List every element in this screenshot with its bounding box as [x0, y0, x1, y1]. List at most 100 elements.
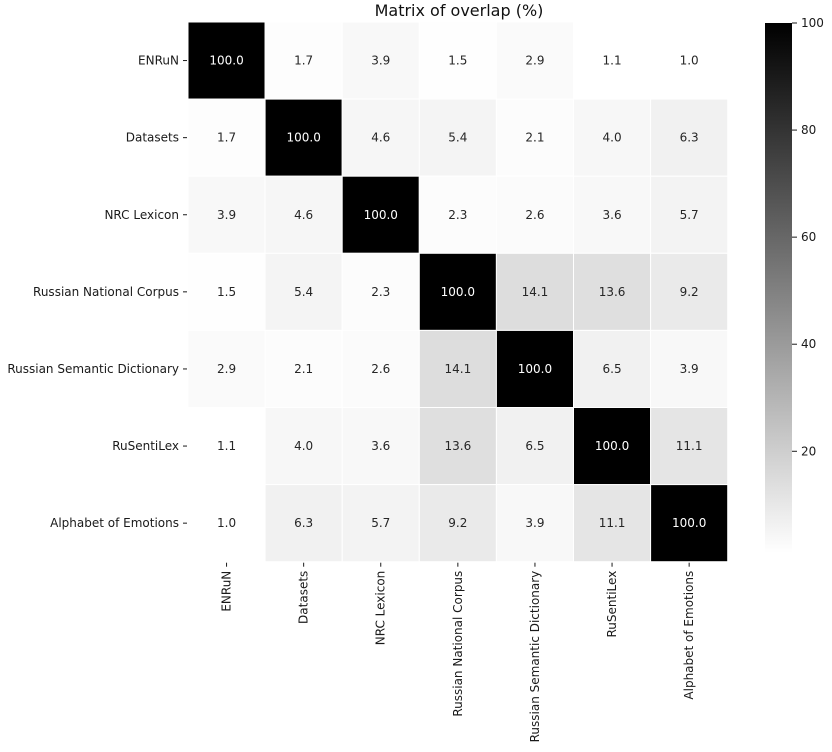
heatmap-cell [187, 21, 266, 100]
cell-value-label: 2.9 [525, 54, 544, 68]
cell-value-label: 9.2 [680, 285, 699, 299]
cell-value-label: 3.9 [371, 54, 390, 68]
cell-value-label: 5.7 [371, 516, 390, 530]
colorbar-tick-label: 80 [801, 123, 816, 137]
colorbar-ticks: 20 40 60 80 100 [792, 16, 824, 458]
cell-value-label: 1.5 [217, 285, 236, 299]
x-tick-label: RuSentiLex [605, 571, 619, 638]
cell-value-label: 9.2 [448, 516, 467, 530]
cell-value-label: 3.6 [371, 439, 390, 453]
x-tick-label: Alphabet of Emotions [682, 571, 696, 700]
cell-value-label: 14.1 [522, 285, 549, 299]
cell-value-label: 2.1 [525, 131, 544, 145]
y-tick-label: ENRuN [138, 54, 179, 68]
heatmap-cell [187, 329, 266, 408]
cell-value-label: 5.7 [680, 208, 699, 222]
y-tick-label: Russian Semantic Dictionary [7, 362, 179, 376]
cell-value-label: 100.0 [209, 54, 243, 68]
heatmap-cell [650, 329, 729, 408]
cell-value-label: 1.7 [294, 54, 313, 68]
cell-value-label: 5.4 [294, 285, 313, 299]
heatmap-cell [264, 252, 343, 331]
cell-value-label: 100.0 [364, 208, 398, 222]
cell-value-label: 2.6 [371, 362, 390, 376]
cell-value-label: 2.1 [294, 362, 313, 376]
colorbar-tick-label: 40 [801, 337, 816, 351]
cell-value-label: 14.1 [444, 362, 471, 376]
cell-value-label: 13.6 [444, 439, 471, 453]
cell-value-label: 3.9 [525, 516, 544, 530]
cell-value-label: 1.5 [448, 54, 467, 68]
y-tick-label: Alphabet of Emotions [50, 516, 179, 530]
heatmap-cell [650, 484, 729, 563]
heatmap-cell [418, 407, 497, 486]
colorbar-gradient [765, 23, 792, 553]
cell-value-label: 11.1 [599, 516, 626, 530]
x-tick-label: Datasets [297, 571, 311, 624]
x-axis-labels: ENRuN Datasets NRC Lexicon Russian National… [220, 562, 696, 742]
cell-value-label: 1.0 [217, 516, 236, 530]
heatmap-cell [573, 175, 652, 254]
heatmap-cell [264, 407, 343, 486]
heatmap-cell [341, 329, 420, 408]
heatmap-cell [264, 175, 343, 254]
y-tick-label: RuSentiLex [112, 439, 179, 453]
heatmap-cell [187, 252, 266, 331]
heatmap-cell [187, 484, 266, 563]
cell-value-label: 4.0 [603, 131, 622, 145]
heatmap-cell [573, 21, 652, 100]
x-tick-label: NRC Lexicon [374, 571, 388, 646]
x-tick-label: Russian National Corpus [451, 571, 465, 717]
cell-value-label: 2.9 [217, 362, 236, 376]
colorbar-tick-label: 20 [801, 444, 816, 458]
cell-value-label: 100.0 [518, 362, 552, 376]
heatmap-cell [495, 407, 574, 486]
cell-value-label: 5.4 [448, 131, 467, 145]
chart-title: Matrix of overlap (%) [375, 1, 544, 20]
cell-value-label: 2.6 [525, 208, 544, 222]
heatmap-cell [187, 98, 266, 177]
heatmap-cells: 100.0 1.7 3.9 1.5 2.9 1.1 1.0 1.7 100.0 4.6 5.4 2.1… [187, 21, 729, 563]
cell-value-label: 6.3 [294, 516, 313, 530]
heatmap-cell [341, 407, 420, 486]
colorbar-tick-label: 60 [801, 230, 816, 244]
cell-value-label: 1.1 [217, 439, 236, 453]
x-tick-label: ENRuN [220, 571, 234, 612]
heatmap-cell [650, 407, 729, 486]
cell-value-label: 2.3 [448, 208, 467, 222]
cell-value-label: 3.9 [680, 362, 699, 376]
heatmap-cell [418, 21, 497, 100]
heatmap-cell [341, 98, 420, 177]
cell-value-label: 13.6 [599, 285, 626, 299]
heatmap-cell [418, 484, 497, 563]
heatmap-cell [495, 175, 574, 254]
cell-value-label: 100.0 [672, 516, 706, 530]
heatmap-cell [573, 252, 652, 331]
cell-value-label: 6.5 [525, 439, 544, 453]
cell-value-label: 4.0 [294, 439, 313, 453]
cell-value-label: 6.5 [603, 362, 622, 376]
y-axis-labels: ENRuN Datasets NRC Lexicon Russian National… [7, 54, 187, 530]
cell-value-label: 1.0 [680, 54, 699, 68]
heatmap-cell [418, 252, 497, 331]
cell-value-label: 6.3 [680, 131, 699, 145]
heatmap-cell [573, 98, 652, 177]
heatmap-cell [495, 21, 574, 100]
y-tick-label: Russian National Corpus [33, 285, 179, 299]
heatmap-cell [264, 21, 343, 100]
cell-value-label: 100.0 [441, 285, 475, 299]
heatmap-cell [650, 98, 729, 177]
heatmap-cell [187, 407, 266, 486]
cell-value-label: 1.1 [603, 54, 622, 68]
heatmap-cell [573, 484, 652, 563]
y-tick-label: Datasets [126, 131, 179, 145]
heatmap-cell [650, 175, 729, 254]
cell-value-label: 4.6 [371, 131, 390, 145]
cell-value-label: 3.9 [217, 208, 236, 222]
colorbar-tick-label: 100 [801, 16, 824, 30]
heatmap-cell [495, 98, 574, 177]
cell-value-label: 3.6 [603, 208, 622, 222]
cell-value-label: 100.0 [595, 439, 629, 453]
colorbar [765, 23, 792, 553]
